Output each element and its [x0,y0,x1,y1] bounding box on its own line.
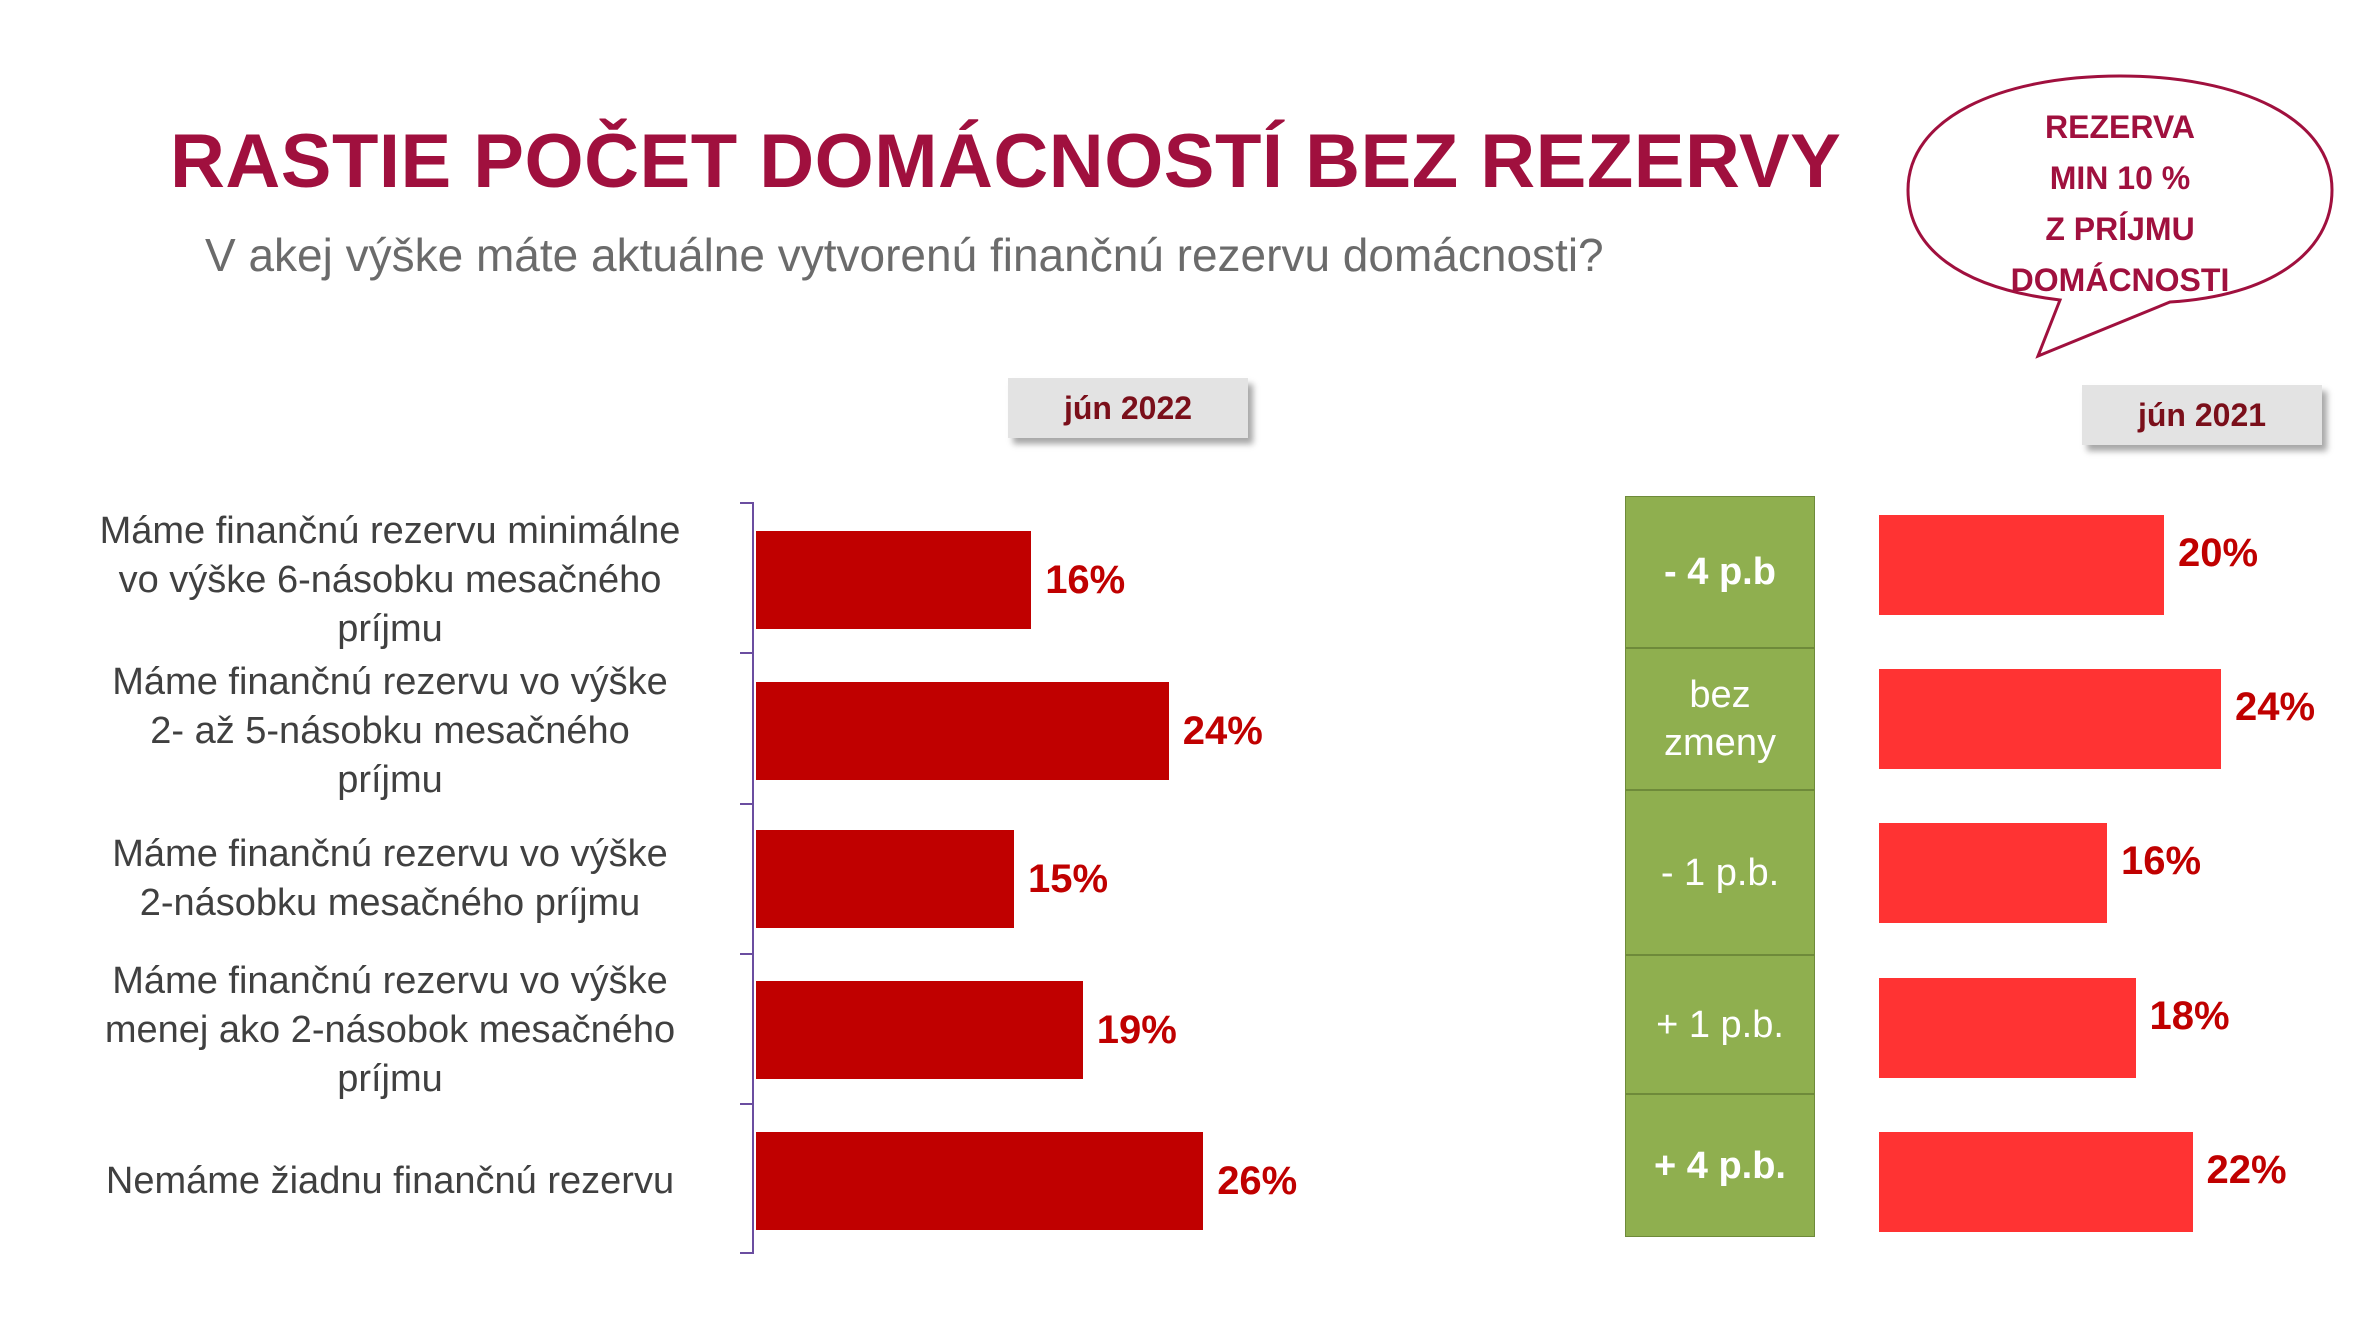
series-header-2022: jún 2022 [1008,378,1248,438]
category-label-line: Nemáme žiadnu finančnú rezervu [105,1159,675,1202]
data-label-2022: 15% [1028,857,1109,901]
bar-2022 [756,981,1083,1079]
category-label-line: 2-násobku mesačného príjmu [139,882,641,924]
change-box: - 4 p.b [1625,496,1815,648]
change-box: + 4 p.b. [1625,1094,1815,1237]
category-label-line: 2- až 5-násobku mesačného [150,709,630,752]
bubble-line: Z PRÍJMU [2045,211,2195,247]
data-label-2021: 16% [2121,839,2202,883]
change-text: + 1 p.b. [1656,1001,1784,1049]
axis-tick [740,502,754,504]
change-box: + 1 p.b. [1625,955,1815,1094]
data-label-2022: 16% [1045,558,1126,602]
change-text: bez zmeny [1664,671,1776,767]
series-header-2021: jún 2021 [2082,385,2322,445]
data-label-2021: 20% [2178,531,2259,575]
bubble-line: MIN 10 % [2049,160,2191,196]
category-label-line: Máme finančnú rezervu vo výške [112,833,668,875]
change-box: bez zmeny [1625,648,1815,790]
category-label-line: Máme finančnú rezervu vo výške [112,959,668,1002]
bubble-line: DOMÁCNOSTI [2010,262,2230,298]
axis-tick [740,953,754,955]
change-text-line: - 1 p.b. [1660,851,1780,894]
change-text-line: + 1 p.b. [1656,1003,1784,1046]
category-label-line: príjmu [337,1057,443,1100]
axis-tick [740,803,754,805]
axis-tick [740,652,754,654]
bar-2022 [756,682,1169,780]
change-text-line: - 4 p.b [1664,551,1776,593]
data-label-2022: 26% [1217,1159,1298,1203]
data-label-2021: 18% [2149,994,2230,1038]
bar-2021 [1879,515,2164,615]
category-axis [752,502,754,1252]
speech-bubble [1906,74,2334,359]
category-label: Nemáme žiadnu finančnú rezervu [40,1157,740,1206]
bar-2022 [756,531,1032,629]
data-label-2021: 22% [2206,1148,2287,1192]
data-label-2022: 24% [1182,709,1263,753]
change-text-line: bez [1689,674,1751,716]
page-subtitle: V akej výške máte aktuálne vytvorenú fin… [205,229,1604,281]
category-label: Máme finančnú rezervu vo výške 2-násobku … [40,830,740,928]
axis-tick [740,1252,754,1254]
bar-2021 [1879,978,2136,1078]
change-text: + 4 p.b. [1654,1142,1786,1190]
category-label-line: Máme finančnú rezervu minimálne [99,509,681,552]
category-label: Máme finančnú rezervu minimálne vo výške … [40,507,740,654]
category-label-line: príjmu [337,758,443,801]
change-text-line: zmeny [1664,722,1776,764]
change-text-line: + 4 p.b. [1654,1144,1786,1187]
category-label: Máme finančnú rezervu vo výške 2- až 5-ná… [40,658,740,805]
bar-2021 [1879,669,2221,769]
bar-2022 [756,830,1014,928]
bar-2021 [1879,1132,2193,1232]
category-label: Máme finančnú rezervu vo výške menej ako … [40,957,740,1104]
change-box: - 1 p.b. [1625,790,1815,955]
category-label-line: menej ako 2-násobok mesačného [104,1008,676,1051]
category-label-line: príjmu [337,607,443,650]
change-text: - 1 p.b. [1661,849,1779,897]
page-title: RASTIE POČET DOMÁCNOSTÍ BEZ REZERVY [170,119,1842,204]
category-label-line: Máme finančnú rezervu vo výške [112,660,668,703]
change-text: - 4 p.b [1664,548,1776,596]
data-label-2022: 19% [1096,1008,1177,1052]
bar-2022 [756,1132,1204,1230]
axis-tick [740,1103,754,1105]
bubble-line: REZERVA [2045,109,2195,145]
bubble-text: REZERVA MIN 10 % Z PRÍJMU DOMÁCNOSTI [1930,102,2310,306]
category-label-line: vo výške 6-násobku mesačného [118,558,662,601]
bar-2021 [1879,823,2107,923]
data-label-2021: 24% [2235,685,2316,729]
